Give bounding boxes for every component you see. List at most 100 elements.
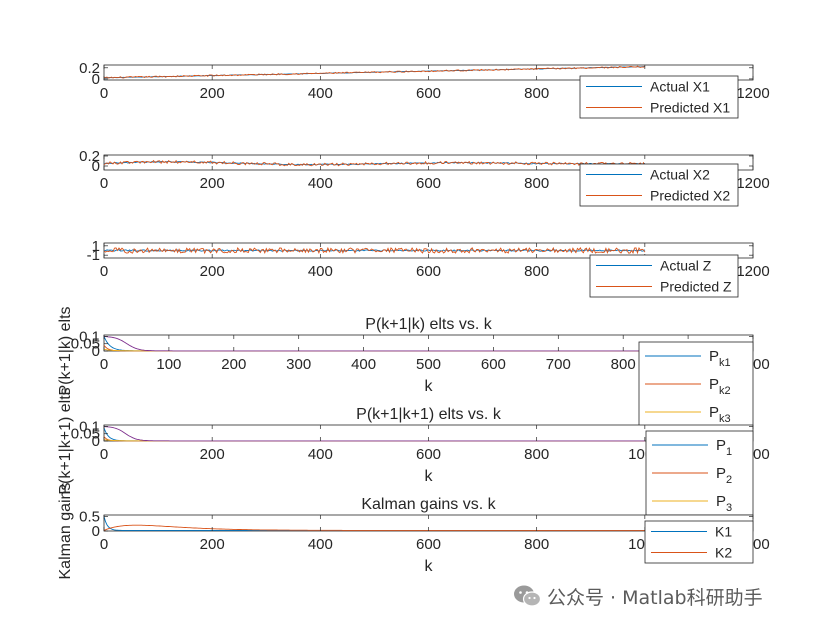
series-line-predicted-x1 bbox=[103, 65, 646, 79]
legend-entry: Pk3 bbox=[709, 404, 731, 425]
legend-entry: Predicted X1 bbox=[650, 100, 730, 116]
y-tick-label: 0 bbox=[92, 343, 100, 360]
x-tick-label: 800 bbox=[524, 536, 549, 553]
y-tick-label: 0 bbox=[92, 523, 100, 540]
x-tick-label: 0 bbox=[100, 175, 108, 192]
x-tick-label: 100 bbox=[156, 356, 181, 373]
legend: Actual X1 Predicted X1 bbox=[579, 75, 739, 119]
x-tick-label: 1200 bbox=[736, 175, 769, 192]
watermark: 公众号 · Matlab科研助手 bbox=[513, 582, 763, 610]
subplot-4: 0100200300400500600700800900100000.050.1… bbox=[57, 306, 770, 427]
x-tick-label: 800 bbox=[524, 263, 549, 280]
y-tick-label: 1 bbox=[92, 238, 100, 255]
x-tick-label: 600 bbox=[416, 263, 441, 280]
x-tick-label: 200 bbox=[200, 263, 225, 280]
x-tick-label: 600 bbox=[416, 536, 441, 553]
legend-entry: Pk1 bbox=[709, 348, 731, 369]
y-tick-label: 0 bbox=[92, 433, 100, 450]
y-tick-label: 0 bbox=[92, 71, 100, 88]
legend-entry: P2 bbox=[716, 465, 732, 486]
legend-entry: Pk2 bbox=[709, 376, 731, 397]
x-tick-label: 600 bbox=[416, 85, 441, 102]
series-line-predicted-x2 bbox=[103, 159, 646, 167]
legend: Actual Z Predicted Z bbox=[589, 254, 739, 298]
x-tick-label: 600 bbox=[416, 446, 441, 463]
x-tick-label: 300 bbox=[286, 356, 311, 373]
x-tick-label: 200 bbox=[221, 356, 246, 373]
x-tick-label: 0 bbox=[100, 263, 108, 280]
y-tick-label: 0.05 bbox=[71, 426, 100, 443]
x-tick-label: 200 bbox=[200, 85, 225, 102]
legend-entry: Actual Z bbox=[660, 258, 712, 274]
x-tick-label: 800 bbox=[524, 175, 549, 192]
y-axis-label: P(k+1|k) elts bbox=[57, 306, 74, 395]
series-line-predicted-z bbox=[103, 246, 646, 255]
x-tick-label: 600 bbox=[416, 175, 441, 192]
legend-entry: K1 bbox=[715, 524, 732, 540]
y-axis-label: P(k+1|k+1) elts bbox=[57, 387, 74, 494]
legend-box bbox=[579, 75, 739, 119]
legend: P1 P2 P3 bbox=[645, 430, 754, 516]
series-line-actual-x2 bbox=[103, 160, 646, 166]
x-tick-label: 0 bbox=[100, 536, 108, 553]
y-tick-label: 0.1 bbox=[79, 328, 100, 345]
watermark-text: 公众号 · Matlab科研助手 bbox=[547, 586, 763, 609]
y-tick-label: 0.2 bbox=[79, 148, 100, 165]
legend: Pk1 Pk2 Pk3 bbox=[638, 341, 754, 427]
x-tick-label: 200 bbox=[200, 175, 225, 192]
y-tick-label: 0.5 bbox=[79, 508, 100, 525]
series-line-extra bbox=[104, 336, 645, 352]
x-axis-label: k bbox=[425, 378, 434, 395]
legend: Actual X2 Predicted X2 bbox=[579, 163, 739, 207]
legend-box bbox=[589, 254, 739, 298]
y-tick-label: 0.1 bbox=[79, 418, 100, 435]
x-tick-label: 800 bbox=[611, 356, 636, 373]
x-tick-label: 400 bbox=[308, 85, 333, 102]
legend-entry: P3 bbox=[716, 493, 732, 514]
x-tick-label: 500 bbox=[416, 356, 441, 373]
y-tick-label: 0.2 bbox=[79, 60, 100, 77]
legend-box bbox=[644, 520, 754, 564]
x-tick-label: 800 bbox=[524, 446, 549, 463]
legend-entry: Predicted X2 bbox=[650, 188, 730, 204]
x-tick-label: 600 bbox=[481, 356, 506, 373]
x-tick-label: 700 bbox=[546, 356, 571, 373]
x-tick-label: 0 bbox=[100, 356, 108, 373]
x-tick-label: 1200 bbox=[736, 263, 769, 280]
x-tick-label: 200 bbox=[200, 536, 225, 553]
x-axis-label: k bbox=[425, 468, 434, 485]
x-tick-label: 400 bbox=[308, 446, 333, 463]
legend-entry: K2 bbox=[715, 545, 732, 561]
x-tick-label: 200 bbox=[200, 446, 225, 463]
x-tick-label: 400 bbox=[351, 356, 376, 373]
chart-title: P(k+1|k) elts vs. k bbox=[365, 316, 492, 333]
x-tick-label: 400 bbox=[308, 263, 333, 280]
x-tick-label: 400 bbox=[308, 536, 333, 553]
x-tick-label: 0 bbox=[100, 446, 108, 463]
legend-box bbox=[579, 163, 739, 207]
chart-title: P(k+1|k+1) elts vs. k bbox=[356, 406, 502, 423]
legend-entry: Actual X2 bbox=[650, 167, 710, 183]
wechat-icon bbox=[514, 585, 541, 607]
x-tick-label: 800 bbox=[524, 85, 549, 102]
y-tick-label: 0.05 bbox=[71, 336, 100, 353]
x-tick-label: 0 bbox=[100, 85, 108, 102]
y-tick-label: 0 bbox=[92, 158, 100, 175]
y-tick-label: -1 bbox=[87, 247, 100, 264]
series-line-extra bbox=[103, 426, 645, 442]
legend-entry: Actual X1 bbox=[650, 79, 710, 95]
legend-entry: P1 bbox=[716, 437, 732, 458]
series-line-k2 bbox=[103, 524, 645, 531]
x-axis-label: k bbox=[425, 558, 434, 575]
x-tick-label: 400 bbox=[308, 175, 333, 192]
chart-title: Kalman gains vs. k bbox=[361, 496, 496, 513]
x-tick-label: 1200 bbox=[736, 85, 769, 102]
subplot-5: 02004006008001000120000.050.1P(k+1|k+1) … bbox=[57, 387, 770, 516]
legend-entry: Predicted Z bbox=[660, 279, 732, 295]
